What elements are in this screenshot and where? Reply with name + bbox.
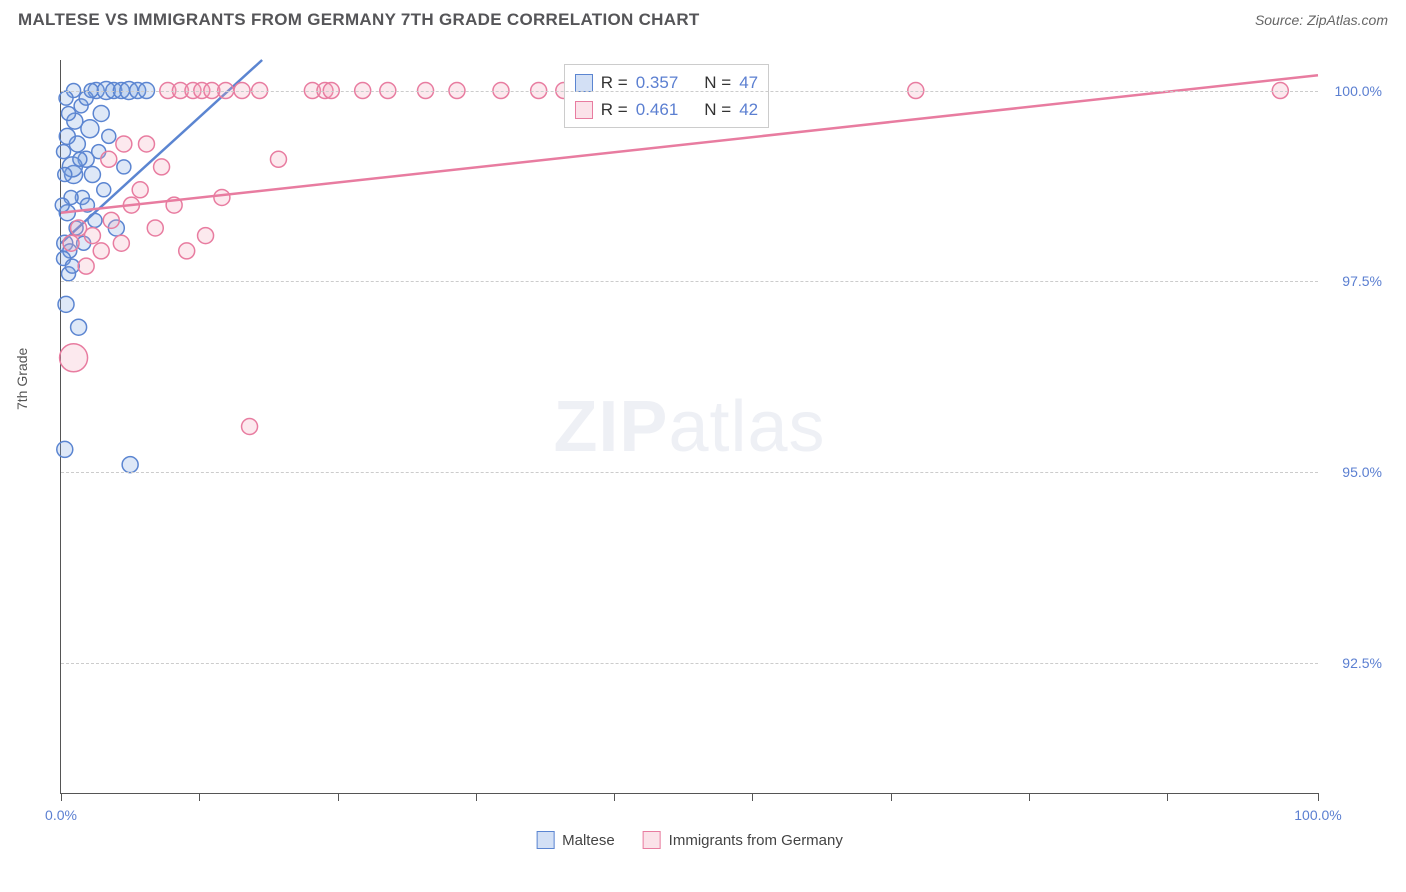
y-tick-label: 92.5% <box>1342 655 1382 671</box>
x-tick-label: 100.0% <box>1294 807 1341 823</box>
x-tick <box>338 793 339 801</box>
data-point <box>62 106 76 120</box>
x-tick <box>891 793 892 801</box>
chart-title: MALTESE VS IMMIGRANTS FROM GERMANY 7TH G… <box>18 10 700 30</box>
legend-r-value: 0.357 <box>636 69 679 96</box>
legend-swatch <box>643 831 661 849</box>
data-point <box>102 129 116 143</box>
data-point <box>78 258 94 274</box>
data-point <box>122 457 138 473</box>
legend-n-label: N = <box>704 69 731 96</box>
source-attribution: Source: ZipAtlas.com <box>1255 12 1388 28</box>
data-point <box>101 151 117 167</box>
data-point <box>58 168 72 182</box>
x-tick <box>61 793 62 801</box>
data-point <box>198 228 214 244</box>
legend-item: Immigrants from Germany <box>643 831 843 849</box>
gridline-h <box>61 472 1318 473</box>
y-tick-label: 95.0% <box>1342 464 1382 480</box>
legend-r-label: R = <box>601 96 628 123</box>
data-point <box>57 441 73 457</box>
data-point <box>113 235 129 251</box>
data-point <box>214 189 230 205</box>
data-point <box>65 259 79 273</box>
data-point <box>71 319 87 335</box>
legend-swatch <box>536 831 554 849</box>
data-point <box>103 212 119 228</box>
legend-item-label: Immigrants from Germany <box>669 832 843 849</box>
legend-swatch <box>575 74 593 92</box>
x-tick <box>752 793 753 801</box>
x-tick <box>1029 793 1030 801</box>
legend-n-value: 47 <box>739 69 758 96</box>
data-point <box>179 243 195 259</box>
legend-item: Maltese <box>536 831 615 849</box>
data-point <box>59 91 73 105</box>
data-point <box>71 220 87 236</box>
y-tick-label: 97.5% <box>1342 273 1382 289</box>
data-point <box>242 419 258 435</box>
x-tick-label: 0.0% <box>45 807 77 823</box>
data-point <box>58 296 74 312</box>
scatter-svg <box>61 60 1318 793</box>
data-point <box>93 243 109 259</box>
legend-swatch <box>575 101 593 119</box>
data-point <box>154 159 170 175</box>
plot-area: ZIPatlas R =0.357N =47R =0.461N =42 Malt… <box>60 60 1318 794</box>
x-tick <box>476 793 477 801</box>
data-point <box>81 120 99 138</box>
data-point <box>138 136 154 152</box>
series-legend: Maltese Immigrants from Germany <box>536 831 843 849</box>
x-tick <box>1318 793 1319 801</box>
legend-row: R = 0.461 N = 42 <box>575 96 758 123</box>
data-point <box>116 136 132 152</box>
gridline-h <box>61 91 1318 92</box>
data-point <box>97 183 111 197</box>
x-tick <box>614 793 615 801</box>
gridline-h <box>61 281 1318 282</box>
legend-r-label: R = <box>601 69 628 96</box>
data-point <box>73 152 87 166</box>
x-tick <box>1167 793 1168 801</box>
data-point <box>270 151 286 167</box>
data-point <box>147 220 163 236</box>
gridline-h <box>61 663 1318 664</box>
data-point <box>55 198 69 212</box>
data-point <box>84 167 100 183</box>
data-point <box>93 105 109 121</box>
legend-item-label: Maltese <box>562 832 615 849</box>
data-point <box>60 344 88 372</box>
legend-row: R = 0.357 N = 47 <box>575 69 758 96</box>
x-tick <box>199 793 200 801</box>
data-point <box>132 182 148 198</box>
chart-header: MALTESE VS IMMIGRANTS FROM GERMANY 7TH G… <box>0 0 1406 36</box>
legend-n-label: N = <box>704 96 731 123</box>
data-point <box>59 128 75 144</box>
data-point <box>57 145 71 159</box>
correlation-legend: R = 0.357 N = 47 R = 0.461 N = 42 <box>564 64 769 128</box>
legend-n-value: 42 <box>739 96 758 123</box>
data-point <box>63 235 79 251</box>
chart-container: 7th Grade ZIPatlas R =0.357N =47R =0.461… <box>18 48 1388 852</box>
legend-r-value: 0.461 <box>636 96 679 123</box>
y-axis-label: 7th Grade <box>14 348 30 410</box>
data-point <box>117 160 131 174</box>
y-tick-label: 100.0% <box>1335 83 1382 99</box>
